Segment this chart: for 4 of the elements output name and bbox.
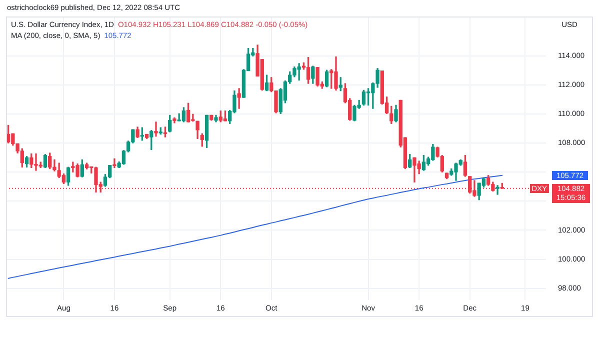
- candlestick: [496, 185, 500, 195]
- candlestick: [154, 122, 158, 137]
- candlestick: [237, 88, 241, 109]
- candlestick: [112, 158, 116, 168]
